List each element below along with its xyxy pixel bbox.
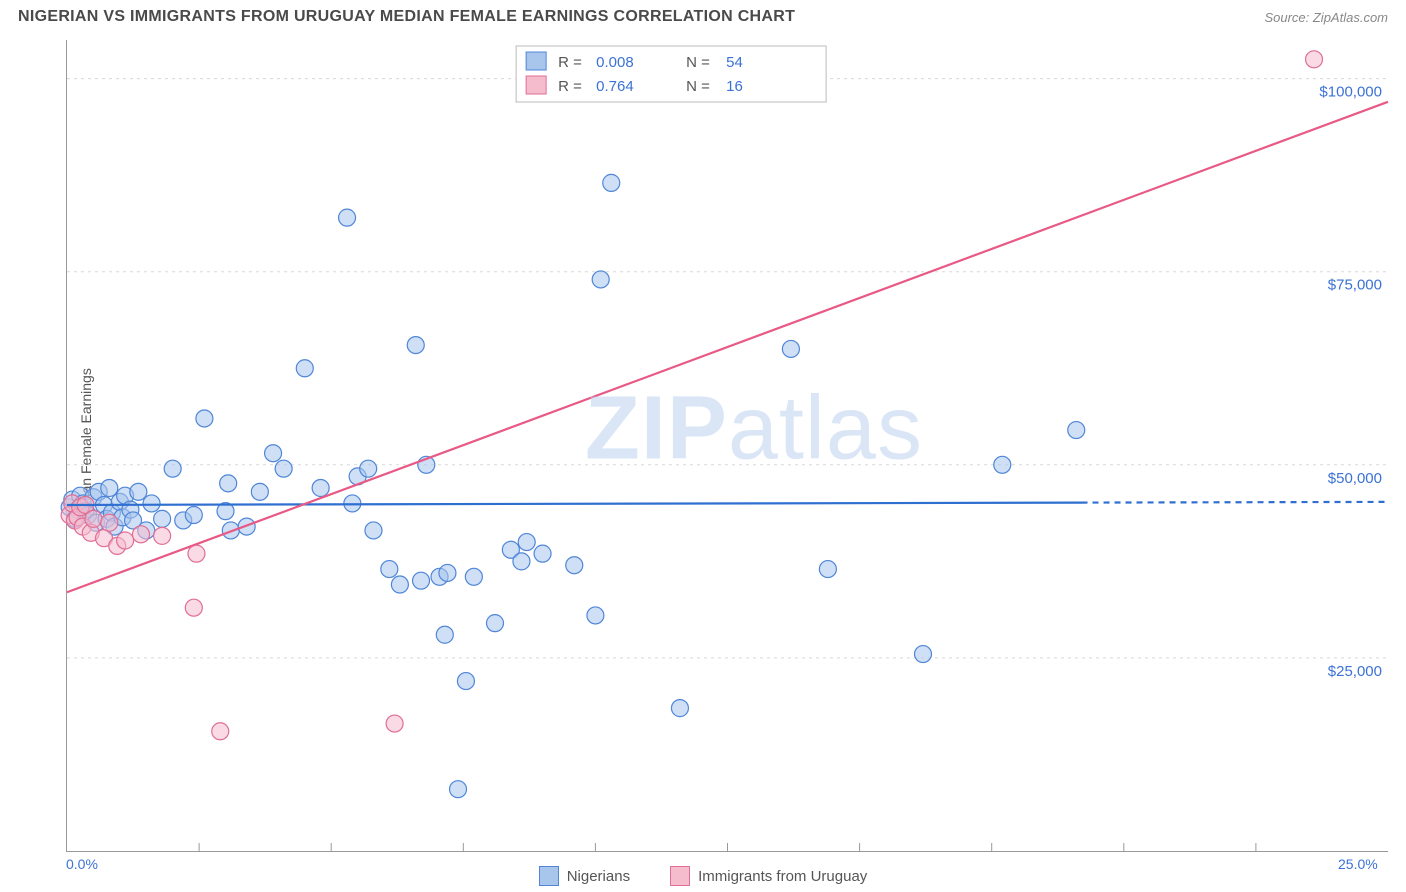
legend-label: Nigerians [567, 868, 630, 885]
page-title: NIGERIAN VS IMMIGRANTS FROM URUGUAY MEDI… [18, 8, 795, 26]
legend-item-nigerians: Nigerians [539, 866, 630, 886]
legend-label: Immigrants from Uruguay [698, 868, 867, 885]
swatch-icon [539, 866, 559, 886]
svg-text:R =: R = [558, 78, 582, 95]
x-axis-min: 0.0% [66, 856, 98, 872]
svg-text:$25,000: $25,000 [1328, 663, 1382, 680]
source-label: Source: ZipAtlas.com [1264, 10, 1388, 25]
x-axis-max: 25.0% [1338, 856, 1378, 872]
svg-text:R =: R = [558, 54, 582, 71]
svg-text:N =: N = [686, 78, 710, 95]
svg-text:N =: N = [686, 54, 710, 71]
legend-item-uruguay: Immigrants from Uruguay [670, 866, 867, 886]
svg-text:16: 16 [726, 78, 743, 95]
chart-area: Median Female Earnings $25,000$50,000$75… [18, 40, 1388, 852]
svg-text:$100,000: $100,000 [1319, 84, 1382, 101]
scatter-plot: $25,000 $50,000 $75,000 $100,000 R = 0.008 N =… [66, 40, 1388, 852]
svg-text:0.764: 0.764 [596, 78, 634, 95]
svg-text:$50,000: $50,000 [1328, 470, 1382, 487]
swatch-icon [670, 866, 690, 886]
bottom-legend: Nigerians Immigrants from Uruguay [0, 866, 1406, 886]
svg-text:54: 54 [726, 54, 743, 71]
svg-text:$75,000: $75,000 [1328, 277, 1382, 294]
svg-text:0.008: 0.008 [596, 54, 634, 71]
